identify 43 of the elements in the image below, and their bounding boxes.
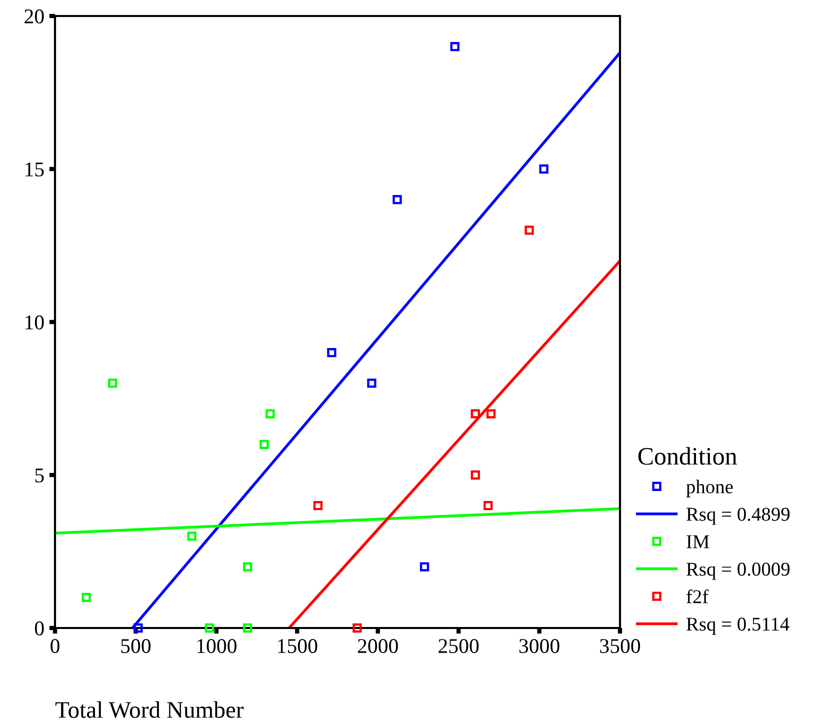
point bbox=[450, 42, 460, 52]
point bbox=[392, 195, 402, 204]
point bbox=[367, 378, 376, 388]
legend-label: Rsq = 0.0009 bbox=[686, 562, 790, 580]
point bbox=[243, 562, 252, 572]
point bbox=[486, 409, 496, 418]
point bbox=[266, 409, 275, 418]
x-tick-label: 500 bbox=[121, 639, 151, 654]
point bbox=[327, 348, 336, 358]
x-tick-label: 1000 bbox=[197, 639, 236, 654]
point bbox=[243, 623, 252, 633]
legend-label: f2f bbox=[686, 589, 709, 604]
legend-label: phone bbox=[686, 480, 733, 498]
x-tick-label: 3000 bbox=[519, 639, 560, 654]
point bbox=[484, 501, 493, 510]
x-tick-label: 2000 bbox=[358, 639, 398, 654]
point bbox=[470, 409, 480, 418]
y-tick-label: 20 bbox=[24, 9, 44, 24]
x-axis-title: Total Word Number bbox=[55, 701, 244, 718]
y-tick-label: 15 bbox=[26, 162, 44, 176]
y-tick-label: 10 bbox=[26, 315, 44, 330]
point bbox=[204, 623, 214, 633]
y-tick-label: 0 bbox=[34, 621, 44, 636]
y-tick-label: 5 bbox=[35, 468, 44, 482]
x-tick-label: 2500 bbox=[438, 639, 479, 654]
x-tick-label: 1500 bbox=[278, 639, 318, 654]
point bbox=[82, 592, 91, 602]
legend-label: Rsq = 0.5114 bbox=[686, 618, 790, 635]
point bbox=[187, 532, 196, 541]
legend-label: Rsq = 0.4899 bbox=[686, 508, 790, 525]
x-tick-label: 0 bbox=[50, 639, 60, 654]
point bbox=[260, 440, 269, 449]
point bbox=[470, 470, 480, 480]
legend-label: IM bbox=[686, 535, 710, 548]
point bbox=[134, 623, 143, 633]
point bbox=[420, 562, 430, 572]
point bbox=[539, 164, 548, 174]
point bbox=[352, 623, 362, 633]
point bbox=[313, 501, 323, 510]
point bbox=[524, 226, 534, 235]
legend-title: Condition bbox=[638, 447, 737, 465]
x-tick-label: 3500 bbox=[600, 639, 640, 654]
point bbox=[108, 378, 118, 388]
